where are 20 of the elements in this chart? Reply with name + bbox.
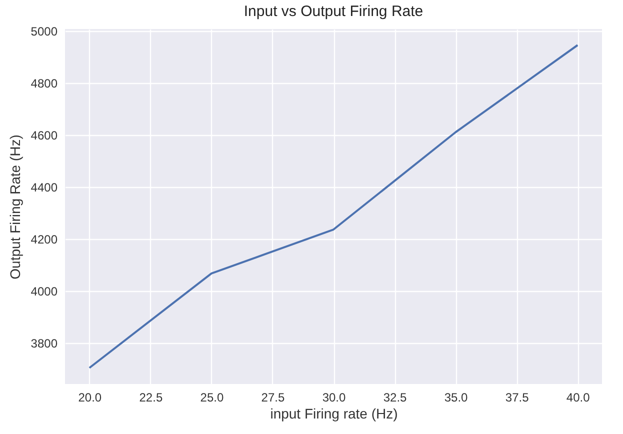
y-tick-label: 4200	[30, 232, 58, 247]
x-tick-label: 25.0	[200, 390, 224, 404]
x-tick-label: 37.5	[505, 390, 530, 404]
y-tick-label: 3800	[30, 336, 58, 351]
x-tick-label: 32.5	[383, 390, 408, 404]
y-tick-label: 4400	[30, 180, 58, 195]
x-tick-label: 20.0	[78, 390, 102, 404]
x-axis-title: input Firing rate (Hz)	[270, 406, 398, 422]
chart-title: Input vs Output Firing Rate	[244, 3, 424, 20]
x-tick-label: 30.0	[322, 390, 346, 404]
x-tick-label: 40.0	[566, 390, 590, 404]
y-tick-label: 4800	[30, 76, 58, 91]
line-series	[88, 44, 579, 369]
x-tick-label: 27.5	[261, 390, 285, 404]
y-tick-label: 4600	[30, 128, 58, 143]
y-tick-label: 5000	[30, 24, 58, 39]
x-tick-label: 35.0	[444, 390, 468, 404]
x-tick-label: 22.5	[139, 390, 163, 404]
y-tick-label: 4000	[30, 284, 58, 299]
y-axis-title: Output Firing Rate (Hz)	[6, 134, 23, 280]
